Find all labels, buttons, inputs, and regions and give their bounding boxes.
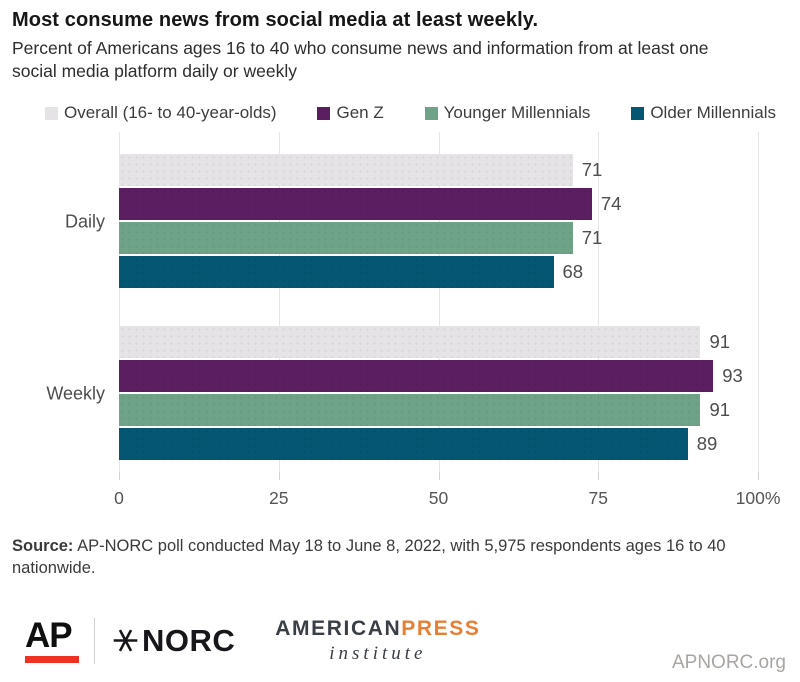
ap-logo: AP xyxy=(25,616,79,663)
bar-row-daily-older-millennials: 68 xyxy=(119,256,758,288)
gridline-25 xyxy=(278,132,280,472)
norc-star-icon xyxy=(112,627,139,654)
bar-row-daily-younger-millennials: 71 xyxy=(119,222,758,254)
value-label: 93 xyxy=(722,365,743,386)
value-label: 91 xyxy=(709,399,731,420)
api-american-text: AMERICAN xyxy=(275,616,402,640)
legend-item-gen-z: Gen Z xyxy=(317,103,384,123)
legend-label-older-millennials: Older Millennials xyxy=(650,103,776,122)
ap-logo-text: AP xyxy=(25,616,73,656)
legend-item-younger-millennials: Younger Millennials xyxy=(424,103,591,123)
chart-legend: Overall (16- to 40-year-olds) Gen Z Younge… xyxy=(45,103,776,123)
bar-group-weekly: Weekly 91 93 91 89 xyxy=(46,326,758,462)
value-label: 71 xyxy=(581,159,603,180)
bar-younger-millennials xyxy=(119,394,701,426)
gridline-75 xyxy=(598,132,600,472)
legend-swatch-gen-z xyxy=(317,106,331,120)
tick-mark-100 xyxy=(758,472,759,480)
legend-label-overall-16-to-40-year-olds: Overall (16- to 40-year-olds) xyxy=(64,103,277,122)
category-label-weekly: Weekly xyxy=(46,383,105,404)
api-logo-line1: AMERICANPRESS xyxy=(275,617,480,640)
logo-divider xyxy=(94,617,95,664)
bar-row-weekly-older-millennials: 89 xyxy=(119,428,758,460)
source-label: Source: xyxy=(12,537,74,555)
tick-mark-50 xyxy=(438,472,440,480)
legend-swatch-overall-16-to-40-year-olds xyxy=(45,106,58,120)
gridline-100 xyxy=(758,132,759,472)
tick-label-75: 75 xyxy=(588,488,608,508)
website-url: APNORC.org xyxy=(671,652,786,673)
x-axis: 0 25 50 75 100% xyxy=(114,472,780,517)
bar-gen-z xyxy=(119,188,592,220)
american-press-institute-logo: AMERICANPRESS institute xyxy=(275,617,480,665)
chart-subtitle: Percent of Americans ages 16 to 40 who c… xyxy=(12,38,709,81)
legend-swatch-younger-millennials xyxy=(424,106,438,120)
tick-mark-25 xyxy=(278,472,280,480)
value-label: 68 xyxy=(562,261,584,282)
footer-logos: AP NORC AMERICANPRESS institute xyxy=(25,617,480,665)
api-institute-text: institute xyxy=(329,643,427,664)
legend-item-overall-16-to-40-year-olds: Overall (16- to 40-year-olds) xyxy=(45,103,277,123)
norc-logo: NORC xyxy=(112,625,235,656)
bar-group-daily: Daily 71 74 71 68 xyxy=(65,154,758,290)
tick-mark-75 xyxy=(598,472,600,480)
bar-older-millennials xyxy=(119,428,688,460)
source-note: Source: AP-NORC poll conducted May 18 to… xyxy=(12,536,790,580)
tick-label-50: 50 xyxy=(428,488,449,508)
tick-mark-0 xyxy=(119,472,120,480)
value-label: 91 xyxy=(709,331,731,352)
ap-red-bar xyxy=(25,655,79,663)
bar-younger-millennials xyxy=(119,222,573,254)
plot-area: Daily 71 74 71 68 Weekly 91 93 91 89 xyxy=(46,132,759,472)
bar-row-daily-overall-16-to-40-year-olds: 71 xyxy=(119,154,758,186)
bar-gen-z xyxy=(119,360,714,392)
norc-logo-text: NORC xyxy=(142,623,236,659)
bar-row-weekly-gen-z: 93 xyxy=(119,360,758,392)
tick-label-100: 100% xyxy=(735,488,781,508)
value-label: 74 xyxy=(600,193,622,214)
bar-row-daily-gen-z: 74 xyxy=(119,188,758,220)
value-label: 71 xyxy=(581,227,603,248)
chart-title: Most consume news from social media at l… xyxy=(12,9,539,31)
legend-label-younger-millennials: Younger Millennials xyxy=(443,103,591,122)
legend-item-older-millennials: Older Millennials xyxy=(631,103,776,123)
bar-overall-16-to-40-year-olds xyxy=(119,154,573,186)
source-text: AP-NORC poll conducted May 18 to June 8,… xyxy=(12,537,726,577)
tick-label-0: 0 xyxy=(114,488,124,508)
bar-chart: Daily 71 74 71 68 Weekly 91 93 91 89 0 25 50 75 100% xyxy=(0,132,800,517)
gridline-0 xyxy=(119,132,120,472)
category-label-daily: Daily xyxy=(64,211,105,232)
bar-row-weekly-overall-16-to-40-year-olds: 91 xyxy=(119,326,758,358)
bar-row-weekly-younger-millennials: 91 xyxy=(119,394,758,426)
bar-overall-16-to-40-year-olds xyxy=(119,326,701,358)
legend-label-gen-z: Gen Z xyxy=(336,103,384,122)
gridline-50 xyxy=(438,132,440,472)
api-press-text: PRESS xyxy=(401,616,481,640)
value-label: 89 xyxy=(696,433,718,454)
bar-older-millennials xyxy=(119,256,554,288)
legend-swatch-older-millennials xyxy=(631,106,645,120)
tick-label-25: 25 xyxy=(269,488,289,508)
